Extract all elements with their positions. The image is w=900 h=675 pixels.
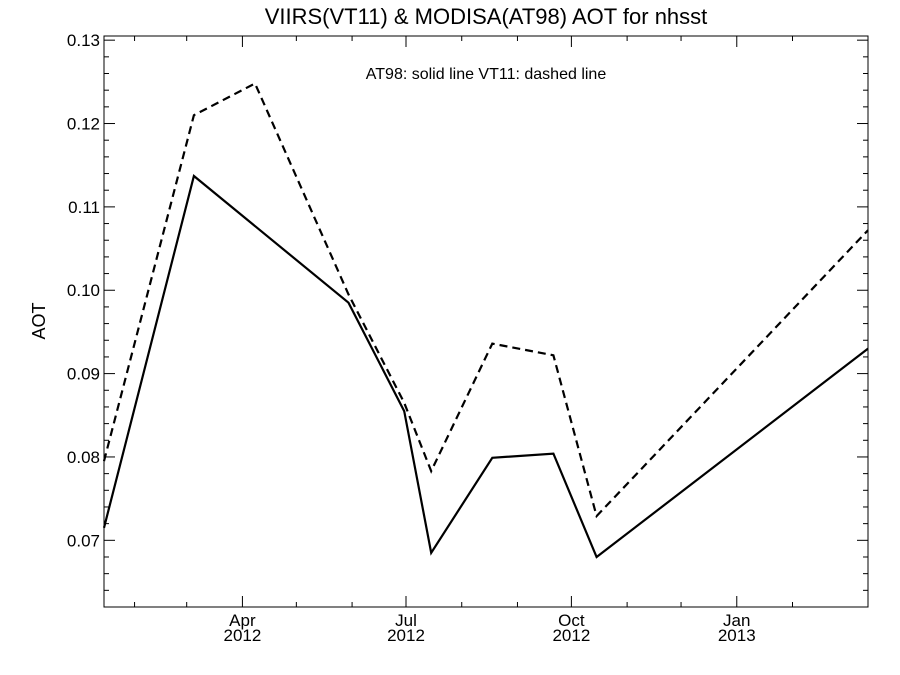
axis-tick-labels: 0.070.080.090.100.110.120.13Apr2012Jul20… [67, 31, 756, 645]
x-tick-label-year: 2013 [718, 626, 756, 645]
y-tick-label: 0.10 [67, 281, 100, 300]
plot-frame [103, 35, 869, 608]
x-tick-label-year: 2012 [224, 626, 262, 645]
x-tick-label-year: 2012 [387, 626, 425, 645]
y-tick-label: 0.08 [67, 448, 100, 467]
series-layer [102, 81, 869, 559]
x-tick-label-month: Jul [395, 611, 417, 630]
x-tick-label-year: 2012 [552, 626, 590, 645]
y-tick-label: 0.13 [67, 31, 100, 50]
y-tick-label: 0.12 [67, 115, 100, 134]
series-line-vt11 [102, 81, 869, 519]
x-tick-label-month: Jan [723, 611, 750, 630]
x-tick-label-month: Apr [229, 611, 256, 630]
chart-title: VIIRS(VT11) & MODISA(AT98) AOT for nhsst [265, 4, 708, 29]
y-axis-label: AOT [29, 302, 49, 339]
legend-annotation: AT98: solid line VT11: dashed line [366, 66, 607, 83]
y-tick-label: 0.07 [67, 531, 100, 550]
y-tick-label: 0.11 [68, 198, 100, 217]
y-tick-label: 0.09 [67, 365, 100, 384]
x-tick-label-month: Oct [558, 611, 585, 630]
series-line-at98 [102, 174, 869, 559]
axis-ticks [104, 36, 868, 608]
